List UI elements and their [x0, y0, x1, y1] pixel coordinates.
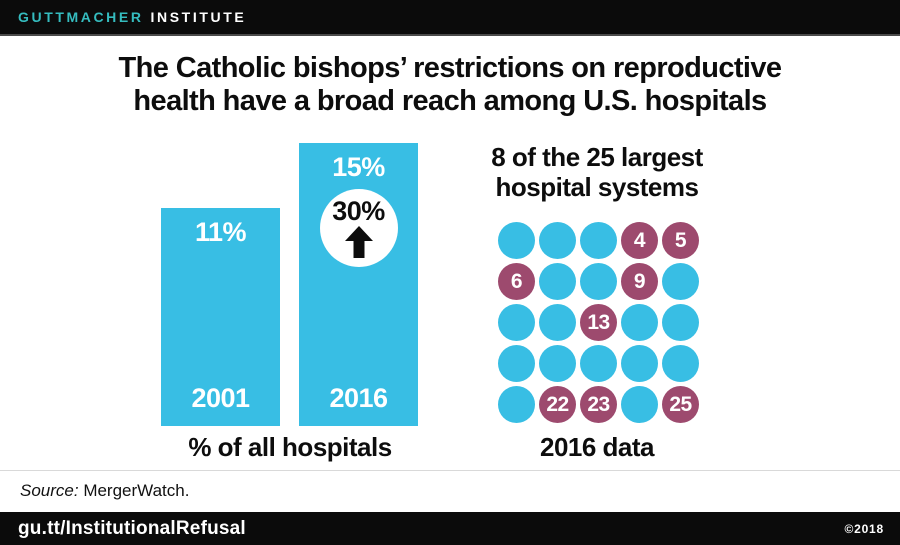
hospital-system-dot-24 [621, 386, 658, 423]
pictogram-caption: 2016 data [539, 432, 655, 462]
growth-callout-circle: 30% [319, 189, 398, 267]
brand-secondary-text: INSTITUTE [150, 9, 247, 25]
brand-primary-text: GUTTMACHER [18, 9, 144, 25]
hospital-system-dot-4: 4 [621, 222, 658, 259]
divider-line [0, 470, 900, 471]
hospital-system-dot-18 [580, 345, 617, 382]
hospital-system-dot-1 [498, 222, 535, 259]
hospital-system-dot-16 [498, 345, 535, 382]
hospital-system-dot-2 [539, 222, 576, 259]
hospital-system-dot-23: 23 [580, 386, 617, 423]
hospital-system-dot-10 [662, 263, 699, 300]
footer-link[interactable]: gu.tt/InstitutionalRefusal [18, 517, 246, 539]
hospital-systems-grid: 4 5 6 9 13 22 23 25 [498, 222, 699, 423]
hospital-system-dot-20 [662, 345, 699, 382]
hospital-system-dot-22: 22 [539, 386, 576, 423]
source-note: Source: MergerWatch. [20, 481, 189, 501]
hospital-system-dot-7 [539, 263, 576, 300]
bar-chart-axis-label: % of all hospitals [188, 432, 392, 462]
hospital-system-dot-13: 13 [580, 304, 617, 341]
source-text: MergerWatch. [78, 481, 190, 500]
hospital-system-dot-6: 6 [498, 263, 535, 300]
footer-bar: gu.tt/InstitutionalRefusal ©2018 [0, 512, 900, 545]
bar-2001: 11% 2001 [161, 208, 280, 426]
bar-2001-value-label: 11% [194, 217, 247, 247]
pictogram-title-line1: 8 of the 25 largest [491, 142, 703, 172]
hospital-system-dot-12 [539, 304, 576, 341]
source-prefix: Source: [20, 481, 79, 500]
header-bar: GUTTMACHER INSTITUTE [0, 0, 900, 36]
hospital-system-dot-11 [498, 304, 535, 341]
hospital-system-dot-14 [621, 304, 658, 341]
hospital-system-dot-15 [662, 304, 699, 341]
page-title-line1: The Catholic bishops’ restrictions on re… [118, 52, 783, 84]
growth-callout-value: 30% [332, 196, 385, 226]
hospital-system-dot-17 [539, 345, 576, 382]
hospital-system-dot-9: 9 [621, 263, 658, 300]
footer-copyright: ©2018 [844, 521, 884, 536]
bar-2016-value-label: 15% [332, 152, 385, 182]
brand-logo: GUTTMACHER INSTITUTE [18, 9, 246, 25]
up-arrow-icon [344, 226, 374, 259]
hospital-system-dot-21 [498, 386, 535, 423]
hospital-system-dot-5: 5 [662, 222, 699, 259]
page-title-line2: health have a broad reach among U.S. hos… [133, 85, 767, 117]
pictogram-title-line2: hospital systems [495, 172, 699, 202]
pictogram-title: 8 of the 25 largest hospital systems [447, 142, 747, 202]
bar-2016-category-label: 2016 [329, 383, 388, 413]
hospital-system-dot-3 [580, 222, 617, 259]
bar-2016: 15% 30% 2016 [299, 143, 418, 426]
hospital-system-dot-8 [580, 263, 617, 300]
page-title: The Catholic bishops’ restrictions on re… [0, 52, 900, 118]
hospital-system-dot-19 [621, 345, 658, 382]
hospital-system-dot-25: 25 [662, 386, 699, 423]
bar-2001-category-label: 2001 [191, 383, 250, 413]
